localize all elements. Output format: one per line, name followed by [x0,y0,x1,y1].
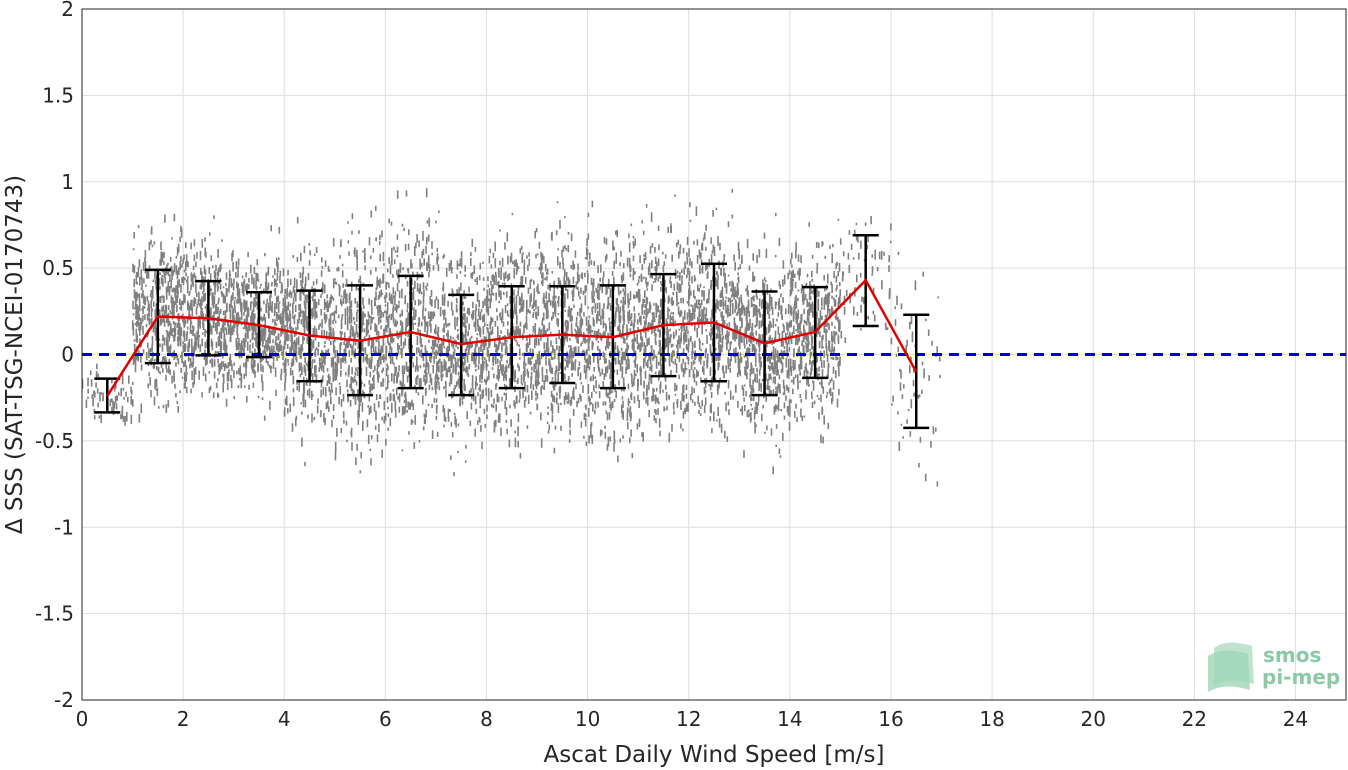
x-tick-label: 18 [979,707,1004,731]
scatter-bin [586,200,639,463]
scatter-bin [637,194,690,443]
x-tick-label: 0 [76,707,89,731]
x-tick-label: 6 [379,707,392,731]
mean-line [106,278,918,397]
y-axis-label: Δ SSS (SAT-TSG-NCEI-0170743) [2,175,28,534]
x-tick-label: 4 [278,707,291,731]
scatter-bin [334,205,387,474]
scatter-bin [536,201,589,454]
scatter-bin [890,251,941,487]
x-tick-label: 20 [1080,707,1105,731]
scatter-bin [485,212,538,459]
plot-frame [81,8,1347,701]
smos-pi-mep-logo: smos pi-mep [1208,642,1340,692]
y-tick-label: -1.5 [35,602,74,626]
x-tick-label: 14 [777,707,802,731]
x-tick-label: 16 [878,707,903,731]
y-tick-label: 2 [61,0,74,21]
y-tick-label: -2 [54,688,74,712]
mean-polyline [106,278,918,397]
y-tick-label: 0 [61,343,74,367]
y-tick-label: -0.5 [35,429,74,453]
y-tick-label: 0.5 [42,256,74,280]
y-tick-label: 1 [61,170,74,194]
y-tick-labels: -2 -1.5 -1 -0.5 0 0.5 1 1.5 2 [35,0,74,712]
x-tick-label: 12 [676,707,701,731]
x-tick-label: 24 [1283,707,1308,731]
scatter-bin [182,215,235,407]
y-tick-label: 1.5 [42,83,74,107]
logo-line-pimep: pi-mep [1262,665,1340,689]
x-tick-labels: 0 2 4 6 8 10 12 14 16 18 20 22 24 [76,707,1309,731]
y-tick-label: -1 [54,515,74,539]
x-tick-label: 8 [480,707,493,731]
x-axis-label: Ascat Daily Wind Speed [m/s] [544,742,885,768]
x-tick-label: 22 [1182,707,1207,731]
scatter-bin [384,188,437,452]
x-tick-label: 2 [177,707,190,731]
logo-wave-icon [1208,642,1254,692]
x-tick-label: 10 [575,707,600,731]
logo-line-smos: smos [1263,643,1321,667]
